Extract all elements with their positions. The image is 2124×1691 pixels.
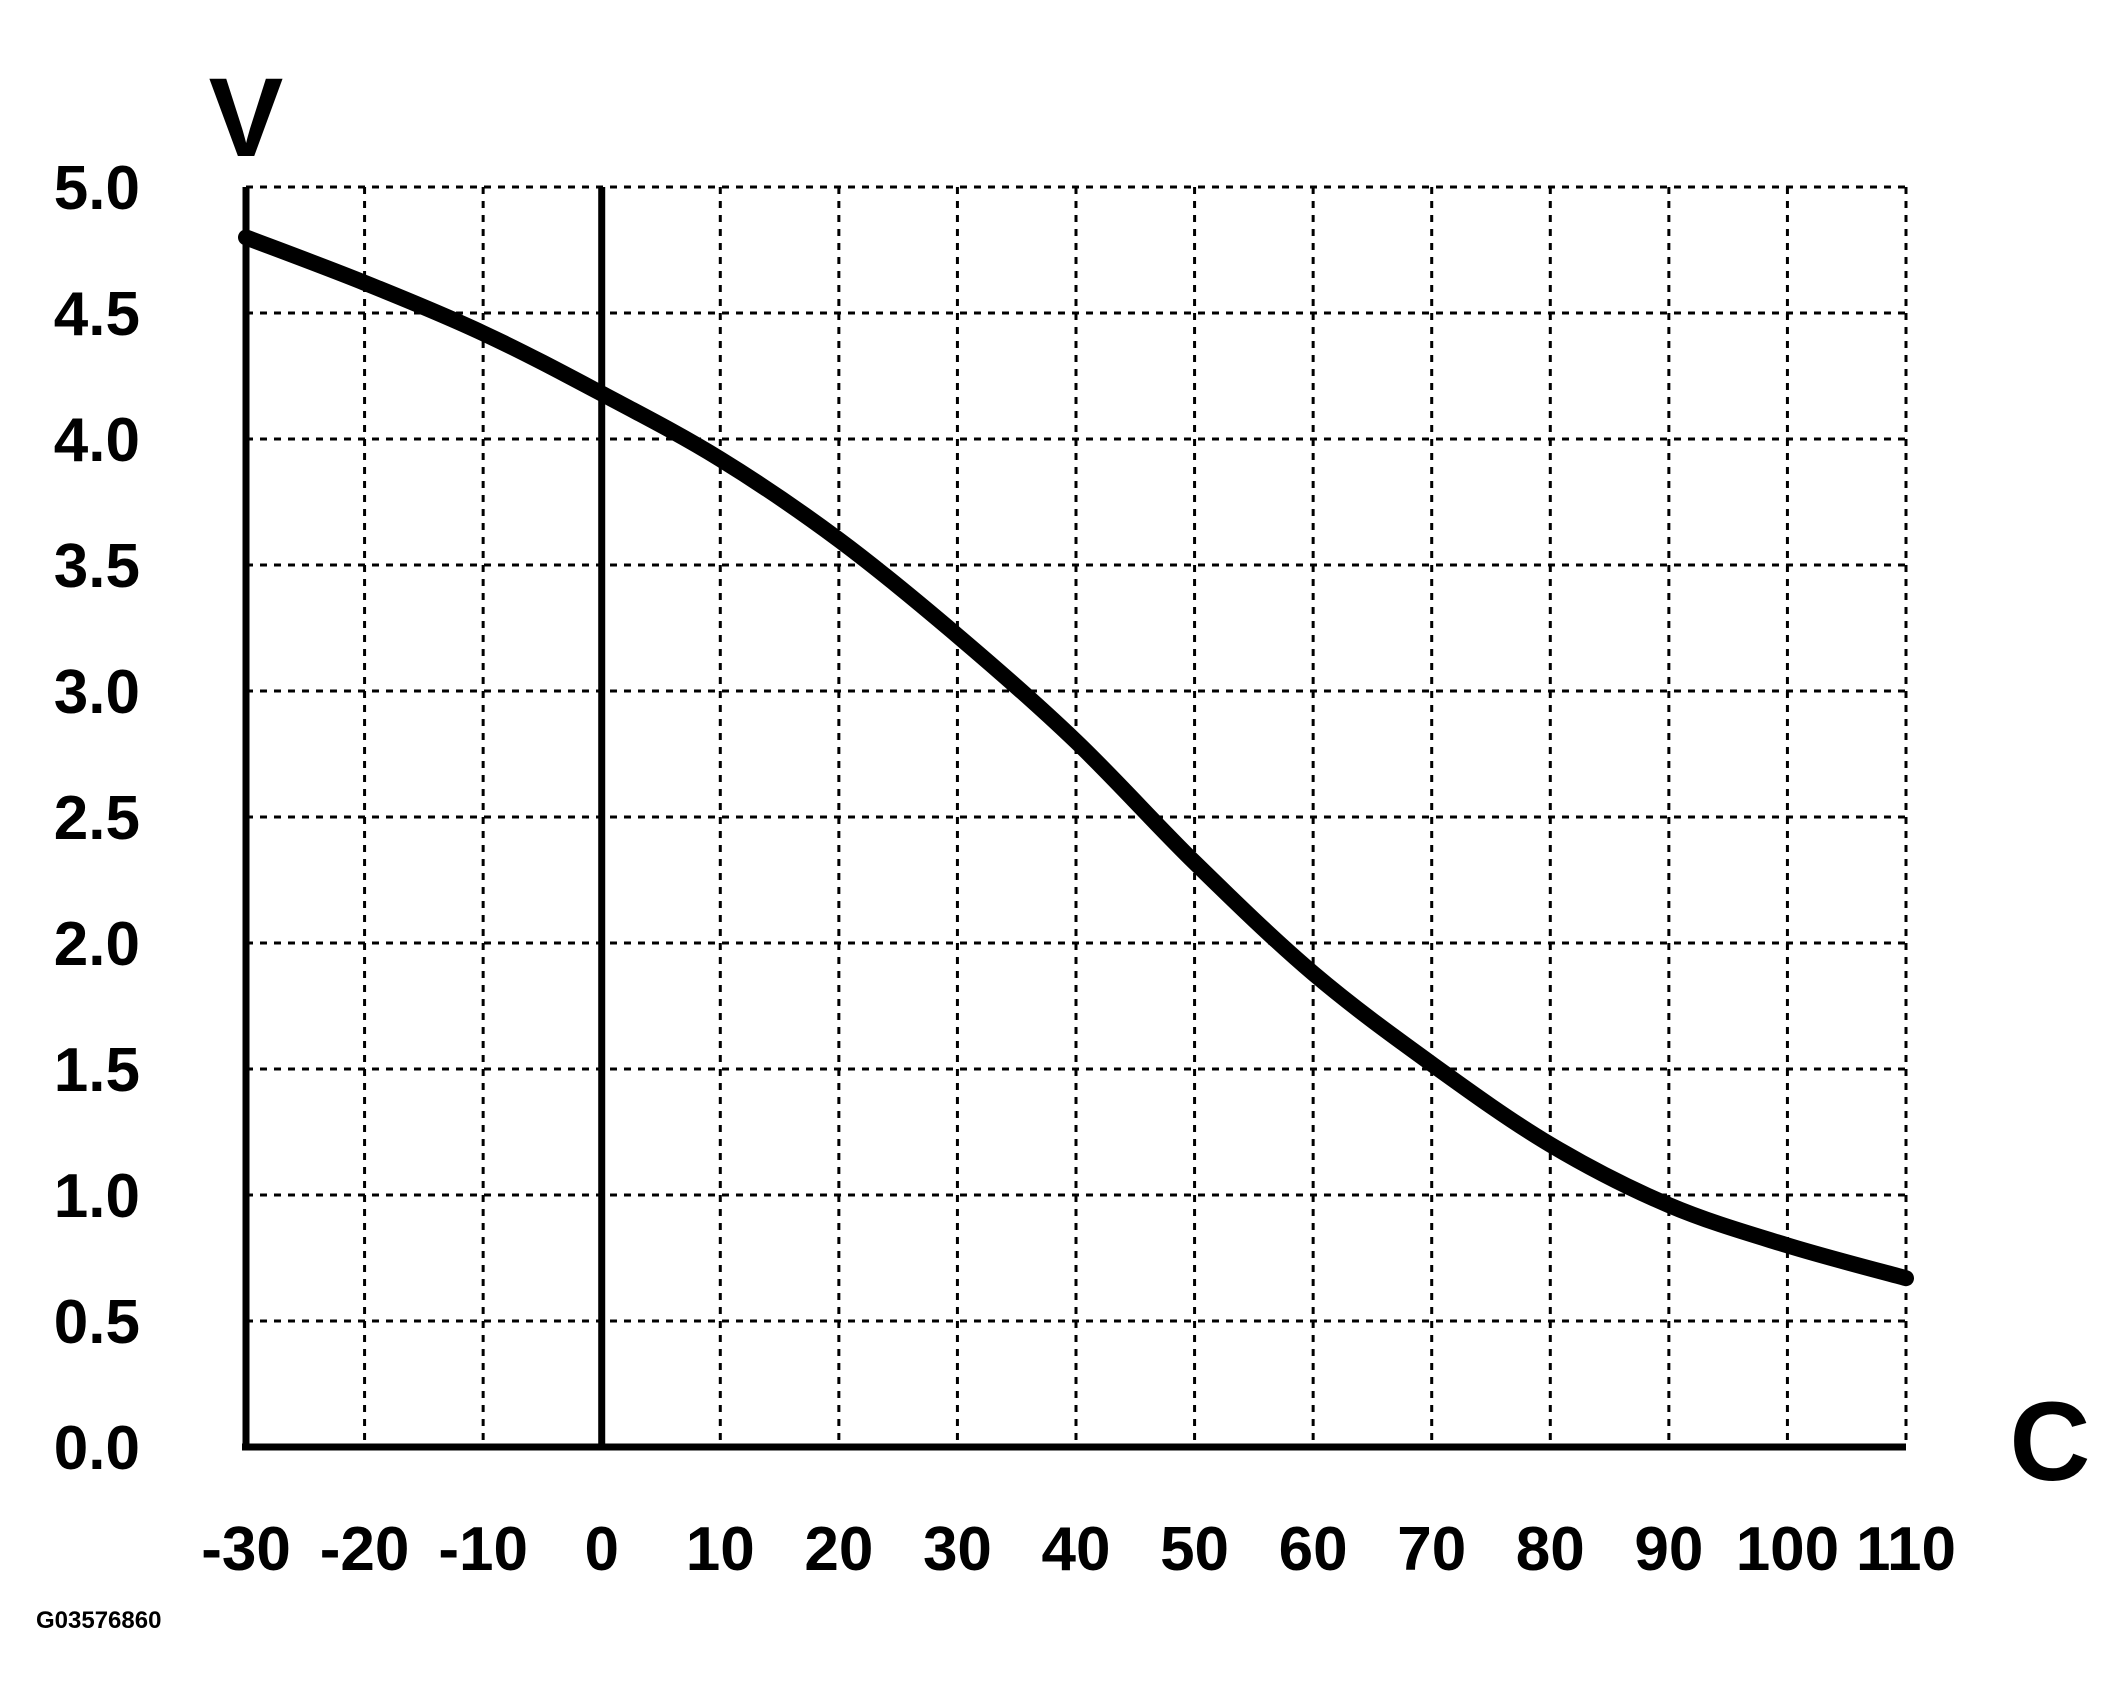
y-tick-label: 0.5 [54, 1288, 140, 1357]
y-tick-label: 2.0 [54, 910, 140, 979]
y-axis-title: V [209, 55, 284, 180]
x-tick-label: 0 [584, 1515, 618, 1584]
x-tick-labels: -30 -20 -10 0 10 20 30 40 50 60 70 80 90 100 110 [201, 1515, 1956, 1584]
x-tick-label: 60 [1279, 1515, 1348, 1584]
y-tick-label: 5.0 [54, 154, 140, 223]
figure-id: G03576860 [36, 1607, 161, 1634]
x-tick-label: 90 [1634, 1515, 1703, 1584]
series [238, 229, 1914, 1287]
grid [246, 185, 1908, 1447]
x-tick-label: -20 [320, 1515, 410, 1584]
series-line [238, 229, 1914, 1287]
x-tick-label: 30 [923, 1515, 992, 1584]
x-tick-label: 10 [686, 1515, 755, 1584]
y-tick-labels: 0.0 0.5 1.0 1.5 2.0 2.5 3.0 3.5 4.0 4.5 5.0 [54, 154, 140, 1483]
y-tick-label: 4.5 [54, 280, 140, 349]
y-tick-label: 0.0 [54, 1414, 140, 1483]
y-tick-label: 2.5 [54, 784, 140, 853]
x-tick-label: 110 [1856, 1515, 1956, 1584]
x-tick-label: 40 [1042, 1515, 1111, 1584]
y-tick-label: 1.0 [54, 1162, 140, 1231]
x-tick-label: 20 [804, 1515, 873, 1584]
x-tick-label: 50 [1160, 1515, 1229, 1584]
y-tick-label: 3.5 [54, 532, 140, 601]
x-tick-label: 70 [1397, 1515, 1466, 1584]
x-tick-label: 100 [1736, 1515, 1839, 1584]
y-tick-label: 1.5 [54, 1036, 140, 1105]
x-tick-label: -10 [438, 1515, 528, 1584]
y-tick-label: 3.0 [54, 658, 140, 727]
x-axis-title: C [2010, 1379, 2091, 1504]
y-tick-label: 4.0 [54, 406, 140, 475]
x-tick-label: -30 [201, 1515, 291, 1584]
x-tick-label: 80 [1516, 1515, 1585, 1584]
